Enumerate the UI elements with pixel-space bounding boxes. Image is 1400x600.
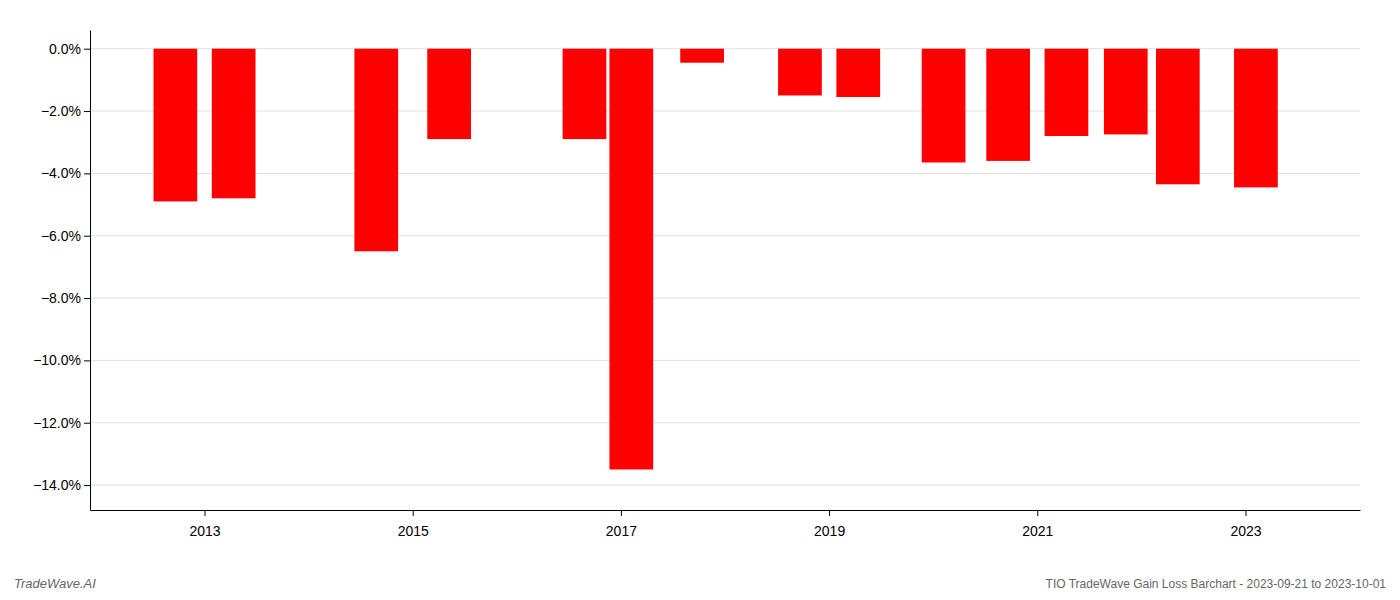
y-tick-mark	[84, 298, 90, 299]
bar	[563, 49, 607, 139]
bars	[154, 49, 1278, 470]
x-tick-mark	[621, 510, 622, 516]
plot: 2013 2015 2017 2019 2021 2023 0.0% −2.0% −4.0% −6…	[33, 31, 1360, 539]
bar	[354, 49, 398, 252]
grid-line	[90, 298, 1360, 299]
bar	[680, 49, 724, 63]
y-tick-label: −6.0%	[41, 228, 81, 244]
x-tick: 2017	[606, 510, 637, 539]
bar	[778, 49, 822, 96]
grid-line	[90, 422, 1360, 423]
y-tick: −12.0%	[33, 415, 90, 431]
x-tick-label: 2013	[189, 523, 220, 539]
y-tick-mark	[84, 236, 90, 237]
grid	[90, 49, 1360, 485]
y-tick: −8.0%	[41, 290, 90, 306]
bar	[1156, 49, 1200, 185]
bar	[1104, 49, 1148, 135]
x-tick-mark	[1245, 510, 1246, 516]
y-tick-mark	[84, 49, 90, 50]
x-tick-label: 2023	[1230, 523, 1261, 539]
x-tick-label: 2015	[398, 523, 429, 539]
y-tick-label: −8.0%	[41, 290, 81, 306]
bar	[836, 49, 880, 97]
footer-left: TradeWave.AI	[14, 576, 96, 591]
y-tick: −6.0%	[41, 228, 90, 244]
y-tick-mark	[84, 485, 90, 486]
grid-line	[90, 485, 1360, 486]
y-tick: 0.0%	[49, 41, 90, 57]
y-axis-line	[90, 31, 91, 511]
chart: 2013 2015 2017 2019 2021 2023 0.0% −2.0% −4.0% −6…	[0, 0, 1400, 600]
bar	[154, 49, 198, 202]
x-tick-mark	[829, 510, 830, 516]
bar	[609, 49, 653, 470]
bar	[212, 49, 256, 199]
footer-right: TIO TradeWave Gain Loss Barchart - 2023-…	[1046, 577, 1387, 591]
y-axis: 0.0% −2.0% −4.0% −6.0% −8.0% −10.0% −12.0% −14.…	[33, 31, 90, 511]
x-tick: 2019	[814, 510, 845, 539]
y-tick: −2.0%	[41, 103, 90, 119]
y-tick-label: 0.0%	[49, 41, 81, 57]
y-tick-label: −4.0%	[41, 165, 81, 181]
bar	[427, 49, 471, 139]
y-tick-label: −12.0%	[33, 415, 81, 431]
y-tick-label: −10.0%	[33, 352, 81, 368]
x-tick-label: 2019	[814, 523, 845, 539]
bar	[1234, 49, 1278, 188]
grid-line	[90, 360, 1360, 361]
y-tick-label: −14.0%	[33, 477, 81, 493]
y-tick: −4.0%	[41, 165, 90, 181]
x-axis: 2013 2015 2017 2019 2021 2023	[91, 510, 1361, 539]
y-tick: −10.0%	[33, 352, 90, 368]
x-tick: 2015	[398, 510, 429, 539]
x-tick: 2023	[1230, 510, 1261, 539]
bar	[986, 49, 1030, 161]
y-tick-label: −2.0%	[41, 103, 81, 119]
y-tick-mark	[84, 360, 90, 361]
x-tick-mark	[1037, 510, 1038, 516]
x-tick-mark	[205, 510, 206, 516]
x-tick-label: 2021	[1022, 523, 1053, 539]
x-tick-mark	[413, 510, 414, 516]
x-axis-line	[91, 510, 1361, 511]
bar	[1045, 49, 1089, 136]
y-tick-mark	[84, 423, 90, 424]
grid-line	[90, 235, 1360, 236]
x-tick-label: 2017	[606, 523, 637, 539]
y-tick-mark	[84, 111, 90, 112]
x-tick: 2013	[189, 510, 220, 539]
x-tick: 2021	[1022, 510, 1053, 539]
y-tick-mark	[84, 173, 90, 174]
y-tick: −14.0%	[33, 477, 90, 493]
bar	[922, 49, 966, 163]
